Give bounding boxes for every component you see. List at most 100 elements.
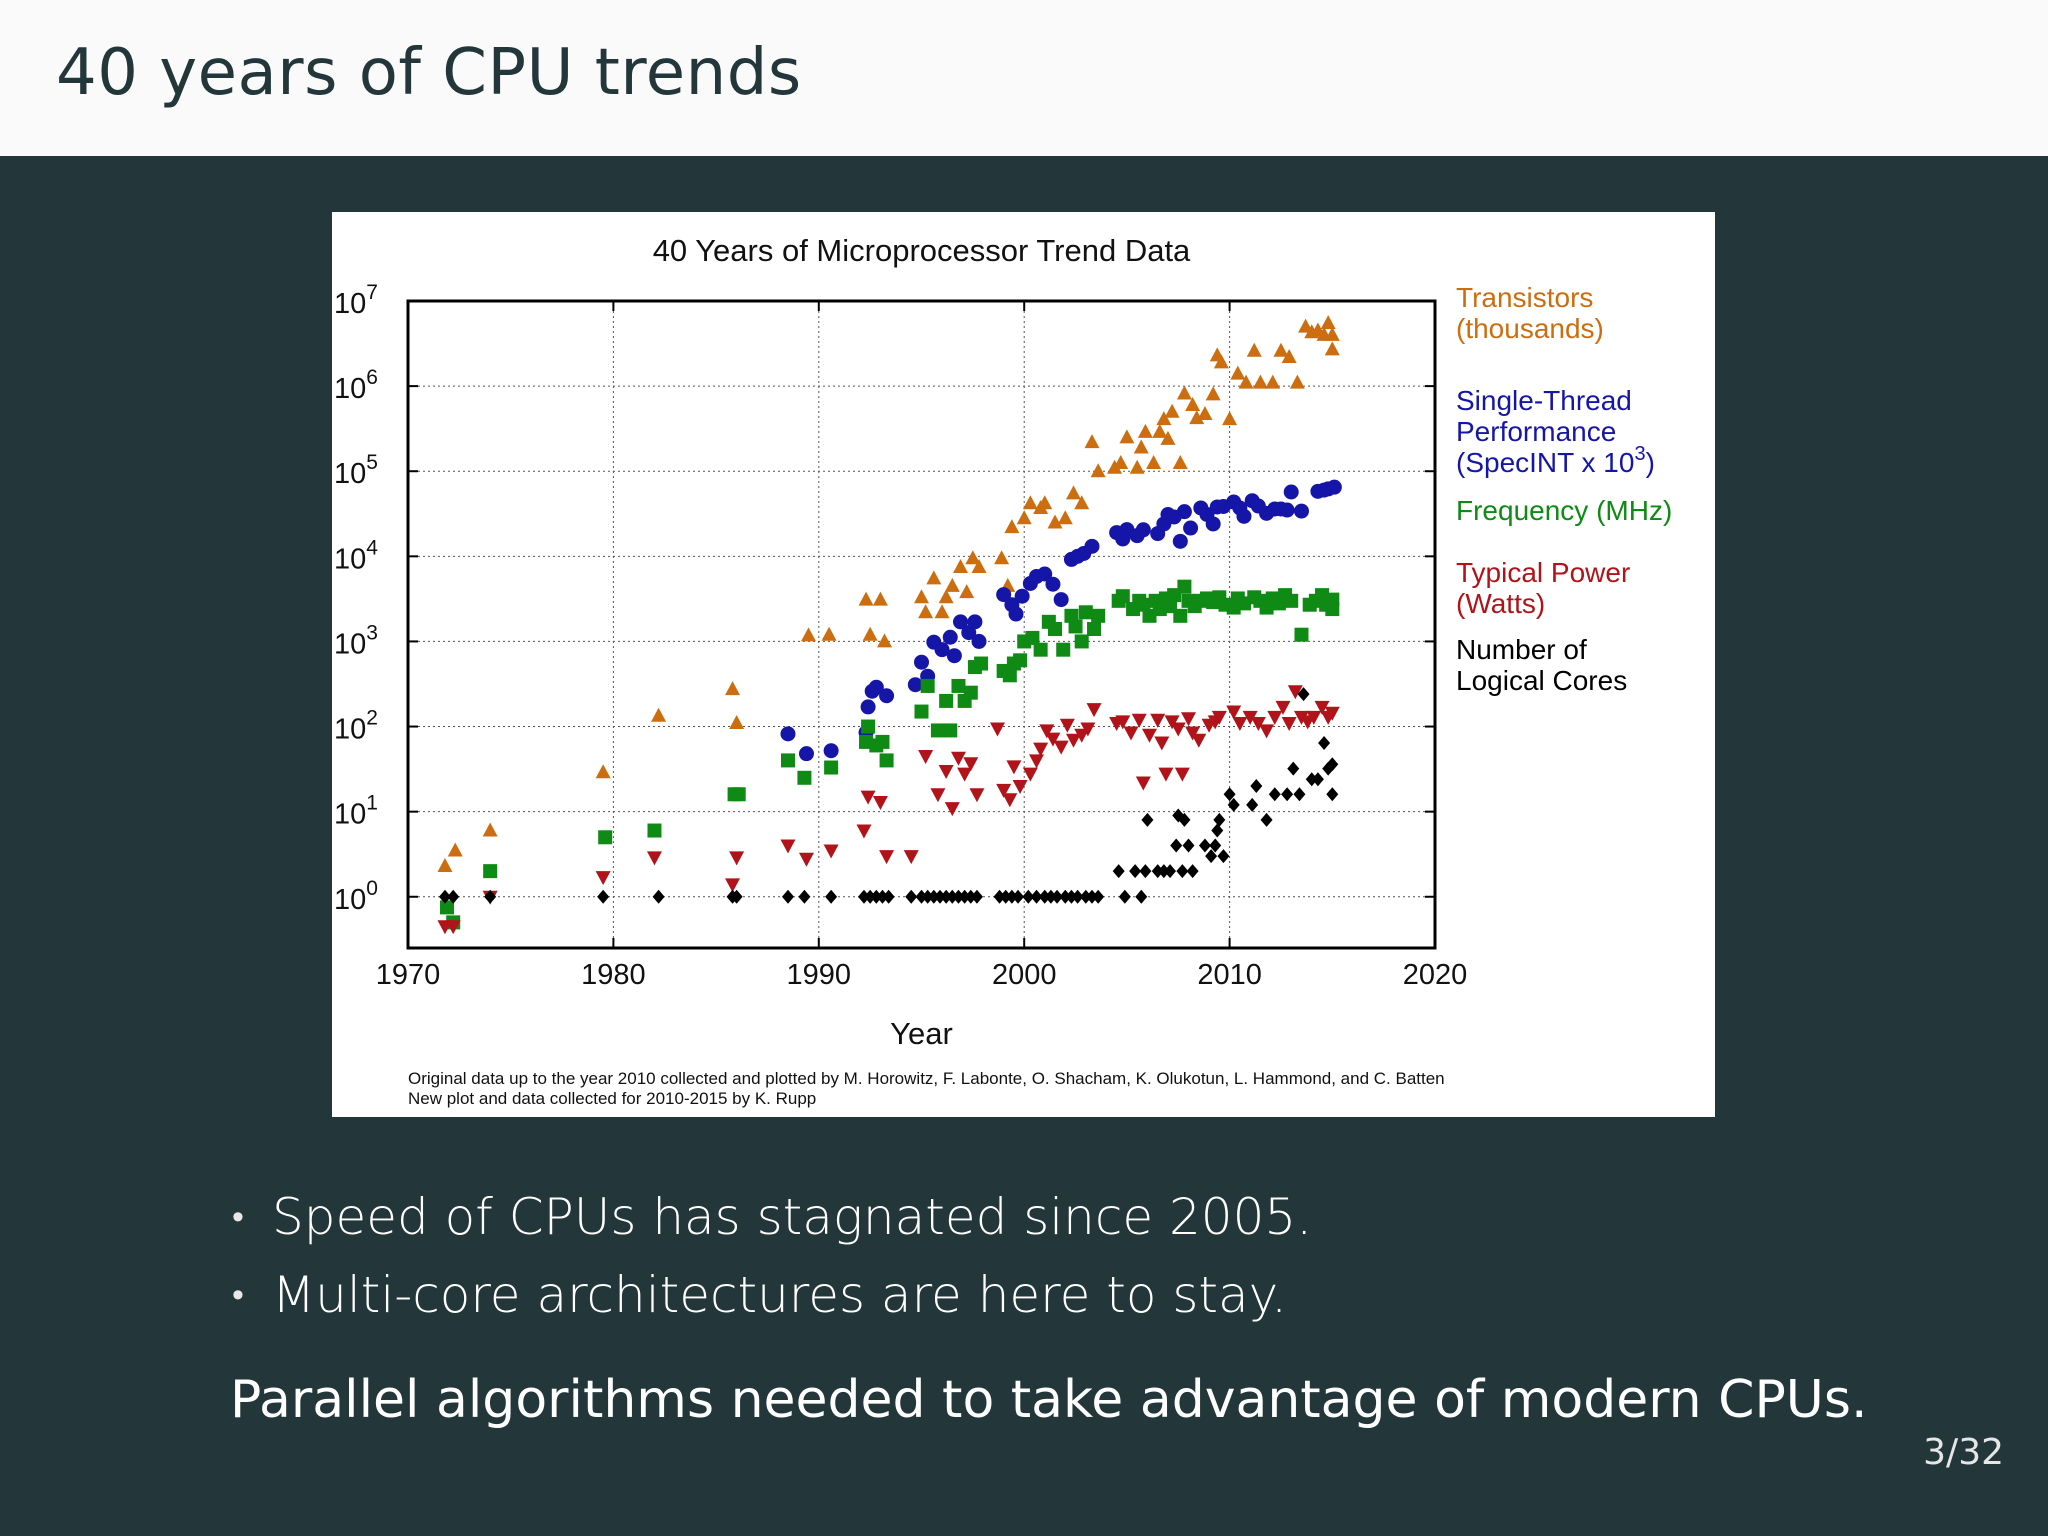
data-point-series-1 [1205,516,1221,532]
data-point-series-1 [1293,503,1309,519]
data-point-series-4 [1305,772,1318,787]
data-point-series-0 [858,591,874,606]
data-point-series-2 [1074,634,1089,649]
data-point-series-4 [1112,864,1125,879]
data-point-series-4 [1260,812,1273,827]
data-point-series-3 [872,795,888,810]
data-point-series-0 [1281,348,1297,363]
data-point-series-4 [484,889,497,904]
data-point-series-0 [1004,519,1020,534]
data-point-series-3 [1267,710,1283,725]
data-point-series-3 [1150,713,1166,728]
data-point-series-0 [437,857,453,872]
data-point-series-2 [861,719,876,734]
data-point-series-2 [1048,621,1063,636]
data-point-series-3 [930,788,946,803]
data-point-series-3 [1039,724,1055,739]
data-point-series-2 [974,656,989,671]
data-point-series-4 [1164,864,1177,879]
data-point-series-3 [1029,754,1045,769]
data-point-series-3 [725,878,741,893]
data-point-series-3 [1080,722,1096,737]
data-point-series-2 [647,823,662,838]
data-point-series-1 [1172,533,1188,549]
data-point-series-4 [438,889,451,904]
legend-label: (thousands) [1456,313,1604,344]
data-point-series-3 [1242,710,1258,725]
data-point-series-0 [1119,429,1135,444]
data-point-series-3 [595,871,611,886]
x-tick-label: 2000 [992,959,1057,991]
data-point-series-3 [1170,722,1186,737]
data-point-series-0 [1065,485,1081,500]
data-point-series-1 [1053,592,1069,608]
y-tick-label: 100 [334,877,378,916]
data-point-series-4 [1135,889,1148,904]
data-point-series-0 [1320,315,1336,330]
data-point-series-4 [1079,889,1092,904]
data-point-series-3 [1065,733,1081,748]
plot-frame [406,299,1437,950]
data-point-series-0 [595,764,611,779]
bullet-marker-icon: • [232,1275,244,1315]
data-point-series-2 [731,787,746,802]
data-point-series-4 [1227,797,1240,812]
data-point-series-0 [1016,510,1032,525]
data-point-series-2 [1087,621,1102,636]
data-point-series-3 [969,788,985,803]
data-point-series-4 [1141,812,1154,827]
data-point-series-0 [1324,326,1340,341]
data-point-series-0 [877,633,893,648]
data-point-series-0 [1197,406,1213,421]
data-point-series-4 [1118,889,1131,904]
data-point-series-3 [903,850,919,865]
data-point-series-0 [1238,374,1254,389]
data-point-series-2 [797,770,812,785]
data-point-series-0 [938,589,954,604]
data-point-series-3 [1012,780,1028,795]
data-point-series-3 [1158,767,1174,782]
data-point-series-4 [952,889,965,904]
data-point-series-1 [1135,522,1151,538]
data-point-series-1 [868,679,884,695]
x-tick-label: 2010 [1197,959,1262,991]
data-point-series-3 [860,790,876,805]
data-point-series-4 [1186,864,1199,879]
data-point-series-0 [1022,495,1038,510]
data-point-series-0 [971,558,987,573]
y-tick-label: 103 [334,621,378,660]
data-point-series-0 [1189,410,1205,425]
data-point-series-4 [876,889,889,904]
data-point-series-2 [943,723,958,738]
data-point-series-2 [1325,602,1340,617]
data-point-series-1 [1084,538,1100,554]
data-point-series-0 [821,626,837,641]
data-point-series-4 [1297,687,1310,702]
x-tick-label: 1970 [376,959,441,991]
data-point-series-2 [483,864,498,879]
data-point-series-4 [905,889,918,904]
data-point-series-1 [967,614,983,630]
data-point-series-3 [1185,726,1201,741]
data-point-series-1 [780,726,796,742]
data-point-series-1 [860,699,876,715]
data-point-series-0 [926,570,942,585]
data-point-series-3 [1191,733,1207,748]
data-point-series-3 [1123,726,1139,741]
data-point-series-4 [1139,864,1152,879]
data-point-series-4 [1198,838,1211,853]
data-point-series-3 [1086,703,1102,718]
data-point-series-4 [999,889,1012,904]
data-point-series-2 [875,734,890,749]
data-point-series-4 [1311,772,1324,787]
data-point-series-4 [1250,779,1263,794]
data-point-series-3 [823,844,839,859]
data-point-series-3 [1226,705,1242,720]
data-point-series-2 [939,693,954,708]
data-point-series-3 [963,757,979,772]
data-point-series-4 [1092,889,1105,904]
data-point-series-2 [1068,619,1083,634]
data-point-series-3 [1135,776,1151,791]
data-point-series-4 [870,889,883,904]
data-point-series-3 [957,767,973,782]
